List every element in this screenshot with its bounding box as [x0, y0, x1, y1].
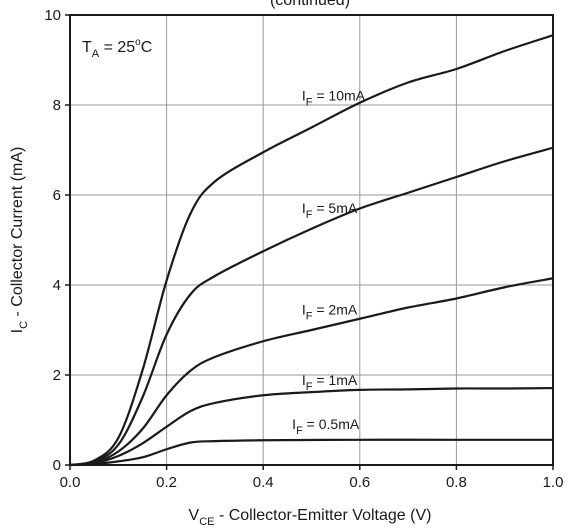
y-tick-label: 4: [53, 277, 61, 294]
y-tick-label: 0: [53, 457, 61, 474]
curve-label-if-5ma: IF = 5mA: [302, 200, 358, 221]
x-axis-title: VCE - Collector-Emitter Voltage (V): [189, 507, 432, 525]
x-tick-label: 0.0: [60, 474, 81, 491]
curves: [69, 34, 554, 467]
chart-title-fragment: (continued): [270, 0, 350, 9]
y-tick-label: 10: [44, 7, 61, 24]
curve-label-if-0p5ma: IF = 0.5mA: [292, 416, 360, 437]
curve-label-if-2ma: IF = 2mA: [302, 301, 358, 322]
curve-if-0p5ma: [69, 438, 553, 467]
y-axis-title: IC - Collector Current (mA): [9, 147, 30, 334]
x-tick-label: 0.4: [253, 474, 274, 491]
plot-frame: [69, 14, 554, 466]
curve-label-if-1ma: IF = 1mA: [302, 372, 358, 393]
ticks: [65, 14, 554, 470]
curve-labels: IF = 10mA IF = 5mA IF = 2mA IF = 1mA IF = 0.…: [292, 88, 365, 438]
curve-if-10ma: [69, 34, 554, 467]
curve-if-1ma: [69, 386, 554, 467]
curve-label-if-10ma: IF = 10mA: [302, 88, 366, 109]
x-tick-label: 0.6: [349, 474, 370, 491]
x-tick-label: 0.2: [156, 474, 177, 491]
curve-if-5ma: [69, 146, 554, 467]
y-tick-label: 2: [53, 367, 61, 384]
temperature-annotation: TA = 25oC: [82, 37, 152, 60]
tick-labels: 0.0 0.2 0.4 0.6 0.8 1.0 0 2 4 6 8 10: [44, 7, 563, 491]
x-tick-label: 0.8: [446, 474, 467, 491]
y-tick-label: 8: [53, 97, 61, 114]
x-tick-label: 1.0: [543, 474, 564, 491]
y-tick-label: 6: [53, 187, 61, 204]
curve-if-2ma: [69, 277, 554, 467]
